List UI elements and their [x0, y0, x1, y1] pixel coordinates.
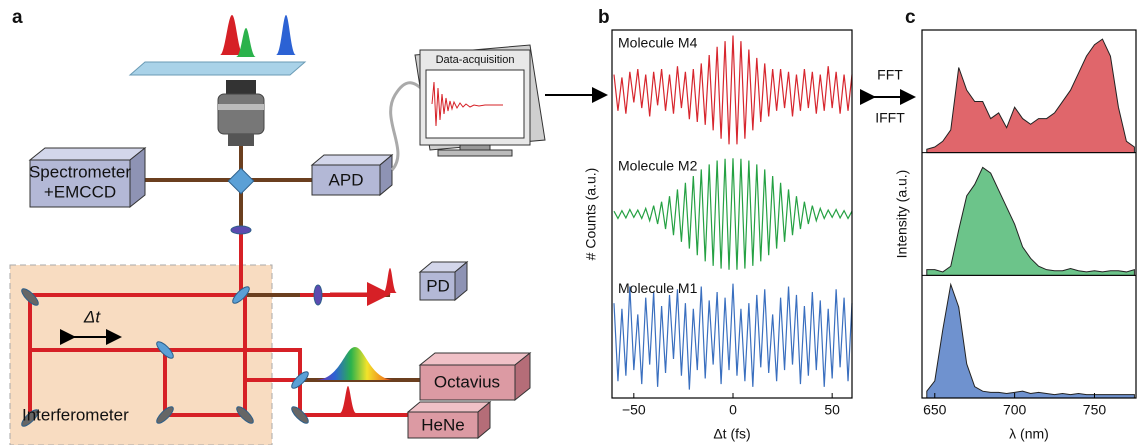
supercontinuum — [315, 347, 395, 380]
spectrometer-label: Spectrometer — [29, 162, 131, 181]
x-tick-label: 50 — [824, 402, 840, 418]
spectrometer-label: +EMCCD — [44, 182, 116, 201]
series-label: Molecule M2 — [618, 157, 698, 173]
x-tick-label: 750 — [1083, 402, 1107, 418]
x-tick-label: 700 — [1003, 402, 1027, 418]
series-label: Molecule M4 — [618, 35, 698, 51]
y-axis-label: Intensity (a.u.) — [894, 170, 910, 259]
x-tick-label: 650 — [923, 402, 947, 418]
figure: a Spectrometer +EMCCD APD Data-acquisiti… — [0, 0, 1137, 445]
objective — [226, 80, 256, 94]
spectrum — [927, 167, 1135, 275]
pd-label: PD — [426, 276, 450, 295]
delay-label: Δt — [83, 307, 101, 326]
peak-blue — [276, 15, 296, 55]
spectrum — [927, 39, 1135, 153]
interferometer-label: Interferometer — [22, 405, 129, 424]
panel-label: c — [905, 7, 916, 28]
x-axis-label: λ (nm) — [1009, 426, 1049, 442]
x-tick-label: 0 — [729, 402, 737, 418]
objective-body — [218, 94, 264, 134]
panel-label: a — [12, 7, 23, 28]
trace — [614, 284, 852, 390]
sample-slide — [130, 62, 305, 75]
series-label: Molecule M1 — [618, 280, 698, 296]
fft-label: FFT — [877, 67, 903, 83]
trace — [614, 36, 852, 145]
apd-label: APD — [329, 170, 364, 189]
ifft-label: IFFT — [875, 110, 905, 126]
trace — [614, 158, 852, 270]
x-axis-label: Δt (fs) — [713, 426, 750, 442]
hene-label: HeNe — [421, 415, 464, 434]
objective-base — [228, 134, 254, 146]
objective-ring — [218, 104, 264, 110]
data-acquisition-label: Data-acquisition — [436, 54, 515, 66]
pd-pulse — [383, 268, 397, 293]
spectrum — [927, 284, 1135, 398]
hene-line — [340, 386, 356, 413]
panel-label: b — [598, 7, 610, 28]
y-axis-label: # Counts (a.u.) — [583, 168, 599, 261]
x-tick-label: −50 — [622, 402, 646, 418]
octavius-label: Octavius — [434, 372, 500, 391]
